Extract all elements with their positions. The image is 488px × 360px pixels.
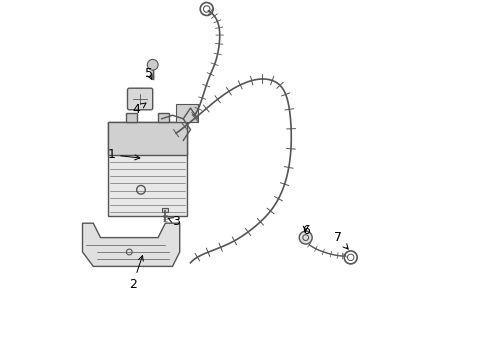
Text: 7: 7 [333, 231, 347, 249]
Text: 4: 4 [132, 103, 146, 116]
Circle shape [299, 231, 311, 244]
Text: 3: 3 [168, 215, 180, 228]
FancyBboxPatch shape [127, 88, 152, 110]
Text: 1: 1 [107, 148, 140, 161]
Text: 5: 5 [145, 67, 153, 80]
Bar [158, 113, 168, 122]
Polygon shape [82, 223, 179, 266]
Bar [162, 208, 168, 212]
Text: 6: 6 [301, 224, 309, 237]
Bar [176, 104, 197, 122]
Circle shape [147, 59, 158, 70]
Text: 2: 2 [129, 256, 143, 291]
Bar [107, 122, 186, 155]
Bar [107, 122, 186, 216]
Bar [126, 113, 137, 122]
